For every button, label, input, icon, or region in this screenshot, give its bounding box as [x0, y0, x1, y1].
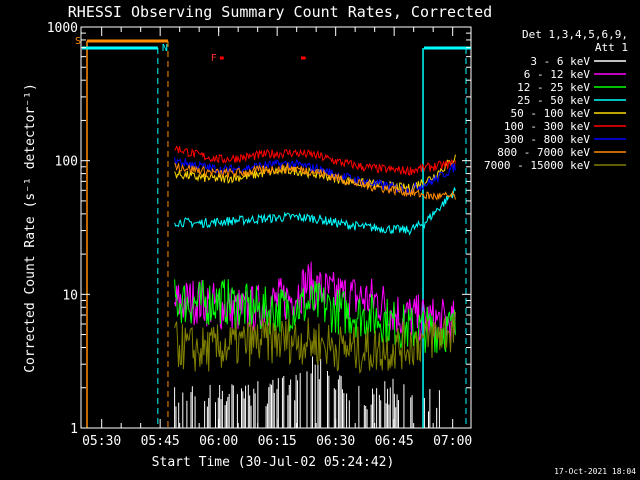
- series-800-7000-kev-trace: [174, 161, 456, 201]
- legend-label-25-50-kev: 25 - 50 keV: [517, 94, 590, 107]
- x-tick-label-05-30: 05:30: [82, 434, 121, 449]
- legend-label-800-7000-kev: 800 - 7000 keV: [497, 146, 590, 159]
- x-tick-label-05-45: 05:45: [141, 434, 180, 449]
- series-12-25-kev: [174, 279, 456, 354]
- y-tick-label-100: 100: [55, 155, 78, 170]
- x-tick-label-07-00: 07:00: [433, 434, 472, 449]
- legend-label-7000-15000-kev: 7000 - 15000 keV: [484, 159, 590, 172]
- legend-label-3-6-kev: 3 - 6 keV: [530, 55, 590, 68]
- legend-title-line1: Det 1,3,4,5,6,9,: [522, 28, 628, 41]
- saa-flag-label: S: [75, 36, 81, 47]
- legend-title-line2: Att 1: [595, 41, 628, 54]
- series-3-6-kev: [174, 356, 440, 428]
- axis-ticks: 1 10 100 1000 05:30 05:45 06:00 06:15 06:30 06:45…: [47, 21, 473, 449]
- generation-timestamp: 17-Oct-2021 18:04: [554, 467, 636, 476]
- series-25-50-kev-trace: [174, 187, 456, 236]
- legend-label-300-800-kev: 300 - 800 keV: [504, 133, 590, 146]
- legend-label-50-100-kev: 50 - 100 keV: [511, 107, 591, 120]
- y-axis-label: Corrected Count Rate (s⁻¹ detector⁻¹): [23, 83, 38, 373]
- series-100-300-kev: [174, 145, 456, 176]
- night-flag-label: N: [162, 43, 168, 54]
- series-12-25-kev-trace: [174, 279, 456, 354]
- y-tick-label-1: 1: [70, 422, 78, 437]
- x-tick-label-06-15: 06:15: [258, 434, 297, 449]
- x-axis-label: Start Time (30-Jul-02 05:24:42): [152, 455, 395, 470]
- series-7000-15000-kev: [174, 312, 456, 374]
- series-800-7000-kev: [174, 161, 456, 201]
- legend-label-6-12-kev: 6 - 12 keV: [524, 68, 591, 81]
- flare-flag-label: F: [211, 53, 217, 64]
- series-25-50-kev: [174, 187, 456, 236]
- series-100-300-kev-trace: [174, 145, 456, 176]
- series-50-100-kev-trace: [174, 154, 456, 193]
- y-tick-label-1000: 1000: [47, 21, 78, 36]
- x-tick-label-06-30: 06:30: [316, 434, 355, 449]
- legend-label-12-25-kev: 12 - 25 keV: [517, 81, 590, 94]
- x-tick-label-06-45: 06:45: [375, 434, 414, 449]
- spacecraft-flags: S N F: [75, 36, 471, 428]
- y-tick-label-10: 10: [62, 288, 78, 303]
- series-7000-15000-kev-trace: [174, 312, 456, 374]
- plot-frame: [80, 26, 472, 429]
- legend-label-100-300-kev: 100 - 300 keV: [504, 120, 590, 133]
- chart-title: RHESSI Observing Summary Count Rates, Co…: [68, 3, 492, 21]
- x-tick-label-06-00: 06:00: [199, 434, 238, 449]
- series-50-100-kev: [174, 154, 456, 193]
- series-layer: [174, 145, 456, 428]
